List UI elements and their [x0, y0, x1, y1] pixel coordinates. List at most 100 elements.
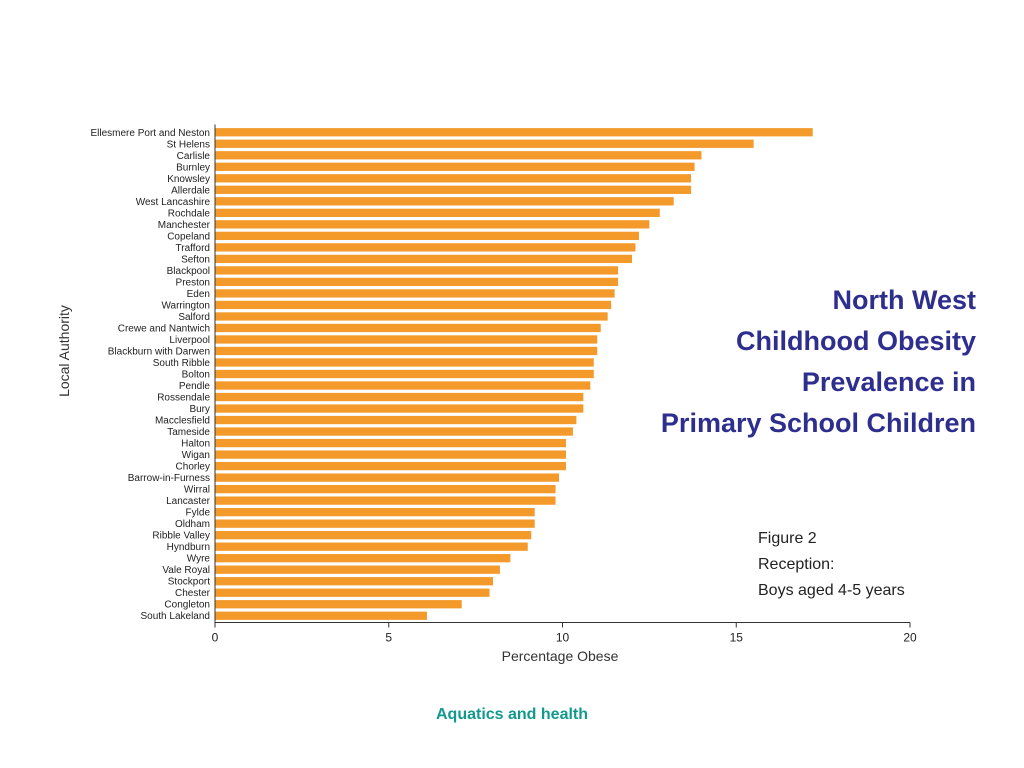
category-label: West Lancashire	[136, 197, 211, 208]
category-label: Halton	[181, 439, 210, 450]
category-label: Ellesmere Port and Neston	[90, 128, 210, 139]
category-label: Barrow-in-Furness	[128, 473, 210, 484]
category-label: Sefton	[181, 254, 210, 265]
bar	[215, 243, 636, 252]
category-label: Chorley	[176, 462, 210, 473]
bar	[215, 174, 692, 183]
bar	[215, 231, 639, 241]
bar	[215, 392, 584, 402]
bar	[215, 577, 493, 586]
category-label: Carlisle	[177, 151, 211, 162]
bar	[215, 415, 577, 425]
category-label: Bolton	[182, 370, 210, 381]
figure-subgroup: Boys aged 4-5 years	[758, 582, 905, 599]
category-label: Pendle	[179, 381, 211, 392]
bar	[215, 277, 619, 287]
category-label: Stockport	[168, 577, 210, 588]
bar	[215, 162, 695, 171]
category-label: Crewe and Nantwich	[118, 323, 210, 334]
bar	[215, 600, 462, 609]
bar	[215, 220, 650, 229]
category-label: South Lakeland	[140, 611, 210, 622]
bar	[215, 369, 594, 379]
bar	[215, 438, 566, 448]
bar	[215, 565, 500, 574]
category-label: Fylde	[186, 508, 211, 519]
category-label: Ribble Valley	[152, 531, 210, 542]
x-tick-label: 5	[385, 631, 392, 645]
category-label: Liverpool	[169, 335, 210, 346]
category-label: Salford	[178, 312, 210, 323]
chart-title: North West Childhood Obesity Prevalence …	[516, 280, 976, 444]
category-label: Burnley	[176, 162, 210, 173]
bar	[215, 151, 702, 160]
category-label: Blackpool	[167, 266, 210, 277]
bar	[215, 128, 813, 137]
x-axis-title: Percentage Obese	[502, 648, 619, 664]
title-line: Primary School Children	[660, 408, 976, 438]
bar-group	[215, 128, 813, 620]
bar	[215, 254, 632, 264]
bar	[215, 335, 598, 344]
x-tick-label: 15	[730, 631, 744, 645]
category-label: Allerdale	[171, 185, 210, 196]
bar	[215, 519, 535, 528]
bar	[215, 266, 619, 275]
bar	[215, 381, 591, 390]
category-label: Eden	[187, 289, 210, 300]
bar	[215, 346, 598, 356]
bar	[215, 611, 427, 620]
x-tick-label: 0	[212, 631, 219, 645]
category-label: Warrington	[161, 300, 210, 311]
bar	[215, 197, 674, 206]
figure-group: Reception:	[758, 556, 835, 573]
bar	[215, 300, 612, 310]
category-label: Rochdale	[168, 208, 211, 219]
figure-caption: Figure 2 Reception: Boys aged 4-5 years	[758, 526, 905, 604]
bar	[215, 554, 511, 563]
bar	[215, 358, 594, 367]
bar	[215, 185, 692, 194]
title-line: North West	[832, 285, 976, 315]
category-label: Manchester	[158, 220, 211, 231]
category-label: Congleton	[164, 600, 210, 611]
x-tick-label: 20	[903, 631, 917, 645]
category-label: Tameside	[167, 427, 210, 438]
title-line: Prevalence in	[801, 367, 976, 397]
category-label: Oldham	[175, 519, 210, 530]
bar	[215, 427, 573, 436]
bar	[215, 531, 532, 540]
bar	[215, 404, 584, 413]
bar	[215, 473, 560, 482]
bar	[215, 542, 528, 551]
category-label: Lancaster	[166, 496, 211, 507]
bar	[215, 484, 556, 494]
category-label: Copeland	[167, 231, 210, 242]
x-tick-label: 10	[556, 631, 570, 645]
category-label: Wigan	[182, 450, 210, 461]
bar	[215, 208, 660, 217]
category-label: Trafford	[176, 243, 210, 254]
category-label: Preston	[176, 277, 210, 288]
category-label: South Ribble	[153, 358, 211, 369]
category-label: Macclesfield	[155, 416, 210, 427]
title-line: Childhood Obesity	[736, 326, 976, 356]
category-label: Wirral	[184, 485, 210, 496]
bar	[215, 323, 601, 333]
category-label: Chester	[175, 588, 211, 599]
y-axis-title: Local Authority	[56, 305, 72, 397]
footer-text: Aquatics and health	[435, 706, 589, 723]
bar	[215, 508, 535, 517]
bar	[215, 588, 490, 597]
category-label: Blackburn with Darwen	[108, 346, 210, 357]
category-label: Vale Royal	[162, 565, 210, 576]
bar	[215, 312, 608, 321]
bar	[215, 450, 566, 459]
bar	[215, 289, 615, 298]
category-label: Knowsley	[167, 174, 210, 185]
figure-number: Figure 2	[758, 530, 817, 547]
bar	[215, 496, 556, 505]
category-label: Hyndburn	[167, 542, 210, 553]
